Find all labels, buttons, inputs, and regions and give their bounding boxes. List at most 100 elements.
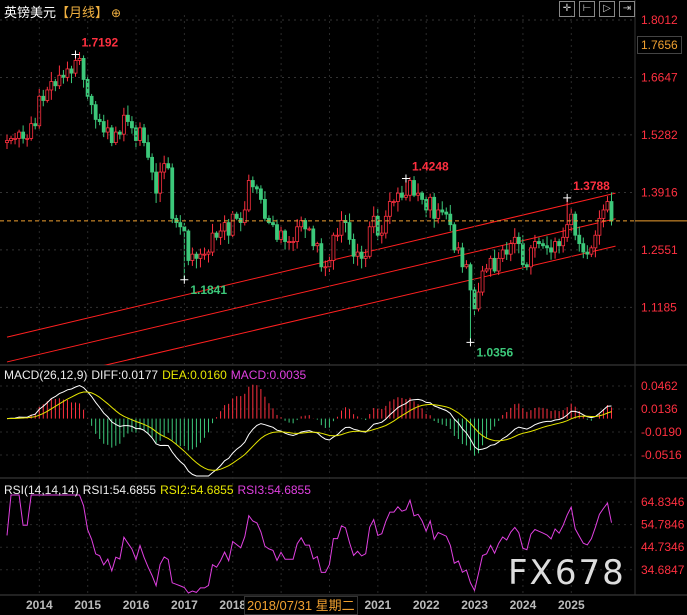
rsi3-value: RSI3:54.6855 — [237, 483, 311, 497]
candle-body — [130, 121, 134, 129]
extreme-marker-icon — [71, 50, 80, 59]
candle-body — [126, 114, 130, 122]
candle-body — [597, 217, 602, 236]
x-tick-label: 2023 — [461, 598, 488, 612]
chart-title: 英镑美元【月线】 ⊕ — [4, 2, 121, 21]
candle-body — [17, 131, 21, 139]
candle-body — [134, 127, 138, 141]
candle-body — [416, 192, 420, 196]
x-tick-label: 2025 — [558, 598, 585, 612]
candle-body — [69, 68, 74, 74]
candle-body — [424, 199, 429, 211]
candle-body — [299, 220, 304, 228]
rsi-label: RSI(14,14,14) — [4, 483, 79, 497]
candle-body — [533, 241, 537, 249]
candle-body — [154, 171, 159, 194]
candle-body — [367, 226, 372, 257]
chart-toolbar: ✛ ⊢ ▷ ⇥ — [559, 1, 635, 17]
candle-body — [593, 234, 598, 249]
candle-body — [291, 241, 296, 243]
candle-body — [565, 224, 570, 238]
candle-body — [194, 253, 199, 259]
candle-body — [391, 201, 396, 203]
macd-value: MACD:0.0035 — [230, 368, 307, 382]
candle-body — [222, 222, 227, 232]
play-forward-icon[interactable]: ▷ — [599, 1, 615, 17]
price-tick-label: 1.8012 — [641, 13, 678, 27]
rsi-tick-label: 64.8346 — [641, 495, 685, 509]
candle-body — [61, 74, 66, 78]
rsi-legend: RSI(14,14,14) RSI1:54.6855 RSI2:54.6855 RSI… — [4, 483, 315, 497]
candle-body — [33, 123, 38, 127]
price-pane — [0, 19, 635, 365]
candle-body — [234, 213, 239, 219]
jump-end-icon[interactable]: ⇥ — [619, 1, 635, 17]
candle-body — [456, 247, 461, 251]
candle-body — [214, 232, 219, 238]
candle-body — [158, 171, 163, 194]
candle-body — [218, 230, 223, 238]
candle-body — [93, 104, 98, 120]
candle-body — [210, 232, 215, 253]
x-tick-label: 2017 — [171, 598, 198, 612]
candle-body — [379, 232, 384, 236]
candle-body — [226, 222, 231, 236]
candle-body — [315, 243, 320, 247]
candle-body — [109, 127, 114, 143]
candle-body — [436, 209, 441, 219]
watermark-logo: FX678 — [508, 553, 626, 593]
candle-body — [271, 222, 275, 226]
price-tick-label: 1.6647 — [641, 70, 678, 84]
extreme-price-label: 1.3788 — [573, 179, 610, 193]
candle-body — [242, 209, 247, 223]
candle-body — [178, 222, 183, 228]
candle-body — [468, 264, 473, 291]
candle-body — [117, 131, 122, 135]
rsi-tick-label: 54.7846 — [641, 518, 685, 532]
channel-line — [6, 192, 616, 338]
candle-body — [150, 156, 154, 173]
candle-body — [101, 121, 106, 133]
candle-body — [404, 194, 408, 198]
x-tick-label: 2022 — [413, 598, 440, 612]
candle-body — [557, 241, 562, 247]
macd-tick-label: 0.0462 — [641, 379, 678, 393]
candle-body — [529, 247, 533, 268]
extreme-price-label: 1.0356 — [476, 345, 513, 359]
candle-body — [452, 224, 457, 251]
rsi1-value: RSI1:54.6855 — [82, 483, 157, 497]
candle-body — [371, 215, 376, 228]
candle-body — [81, 57, 86, 80]
candle-body — [29, 123, 34, 139]
candle-body — [323, 266, 328, 269]
candle-body — [89, 95, 94, 106]
candle-body — [359, 251, 364, 259]
cursor-date-label: 2018/07/31 星期二 — [244, 596, 358, 615]
candle-body — [13, 137, 17, 140]
crosshair-circle-icon[interactable]: ⊕ — [111, 6, 122, 20]
candle-body — [53, 81, 58, 87]
candle-body — [508, 243, 513, 255]
candle-body — [166, 163, 171, 169]
candle-body — [476, 291, 481, 310]
candle-body — [492, 257, 497, 272]
candle-body — [250, 180, 255, 188]
candle-body — [444, 211, 449, 215]
candle-body — [387, 201, 392, 217]
candle-body — [448, 213, 453, 226]
candle-body — [113, 131, 118, 143]
crosshair-icon[interactable]: ✛ — [559, 1, 575, 17]
candle-body — [573, 213, 578, 236]
candle-body — [258, 188, 263, 200]
candle-body — [287, 241, 292, 243]
candle-body — [275, 224, 279, 240]
candle-body — [589, 247, 594, 255]
macd-legend: MACD(26,12,9) DIFF:0.0177 DEA:0.0160 MACD:0… — [4, 368, 310, 382]
candle-body — [142, 127, 146, 143]
candle-body — [605, 201, 610, 211]
x-tick-label: 2014 — [26, 598, 53, 612]
period-label[interactable]: 【月线】 — [56, 5, 109, 20]
fit-range-icon[interactable]: ⊢ — [579, 1, 595, 17]
candle-body — [581, 243, 586, 253]
